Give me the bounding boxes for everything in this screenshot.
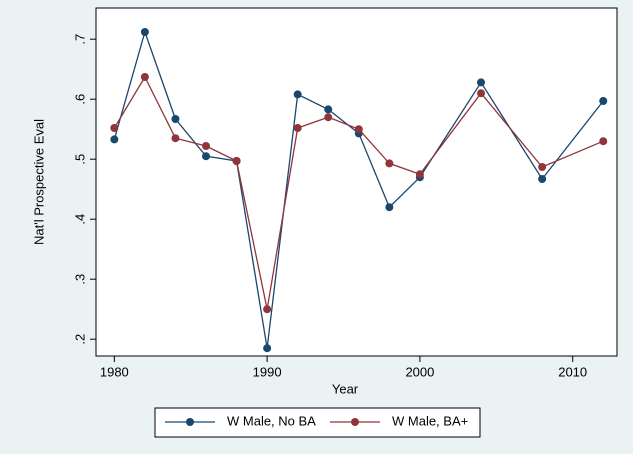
data-point: [202, 152, 211, 161]
data-point: [477, 89, 486, 98]
y-tick-label: .5: [72, 154, 87, 165]
y-axis-title: Nat'l Prospective Eval: [31, 119, 46, 245]
data-point: [415, 170, 424, 179]
data-point: [263, 305, 272, 314]
data-point: [110, 135, 119, 144]
data-point: [324, 113, 333, 122]
data-point: [232, 157, 241, 165]
series-line: [113, 29, 604, 349]
x-tick-label: 1990: [253, 364, 282, 379]
x-tick-label: 2000: [405, 364, 434, 379]
data-point: [324, 105, 333, 114]
data-point: [293, 124, 302, 132]
legend-label: W Male, BA+: [392, 413, 468, 428]
data-point: [140, 28, 149, 36]
x-axis-title: Year: [332, 381, 359, 396]
data-point: [599, 137, 608, 146]
y-tick-label: .2: [72, 334, 87, 345]
x-tick-label: 2010: [558, 364, 587, 379]
data-point: [293, 90, 302, 99]
series-line: [113, 75, 604, 310]
data-point: [140, 73, 149, 81]
legend-marker: [186, 418, 194, 426]
y-tick-label: .4: [72, 214, 87, 225]
data-point: [538, 163, 547, 171]
data-point: [599, 97, 608, 105]
data-point: [385, 159, 394, 168]
plot-area: [95, 7, 618, 357]
y-tick-label: .6: [72, 94, 87, 105]
data-point: [171, 115, 180, 123]
y-tick-label: .7: [72, 34, 87, 45]
legend-marker: [351, 418, 359, 426]
data-point: [263, 344, 272, 353]
data-point: [538, 175, 547, 183]
data-point: [171, 134, 180, 143]
data-point: [110, 124, 119, 132]
data-point: [385, 203, 394, 212]
data-point: [477, 78, 486, 87]
data-point: [354, 125, 363, 134]
x-tick-label: 1980: [100, 364, 129, 379]
data-point: [202, 142, 211, 150]
y-tick-label: .3: [72, 274, 87, 285]
legend-label: W Male, No BA: [227, 413, 316, 428]
